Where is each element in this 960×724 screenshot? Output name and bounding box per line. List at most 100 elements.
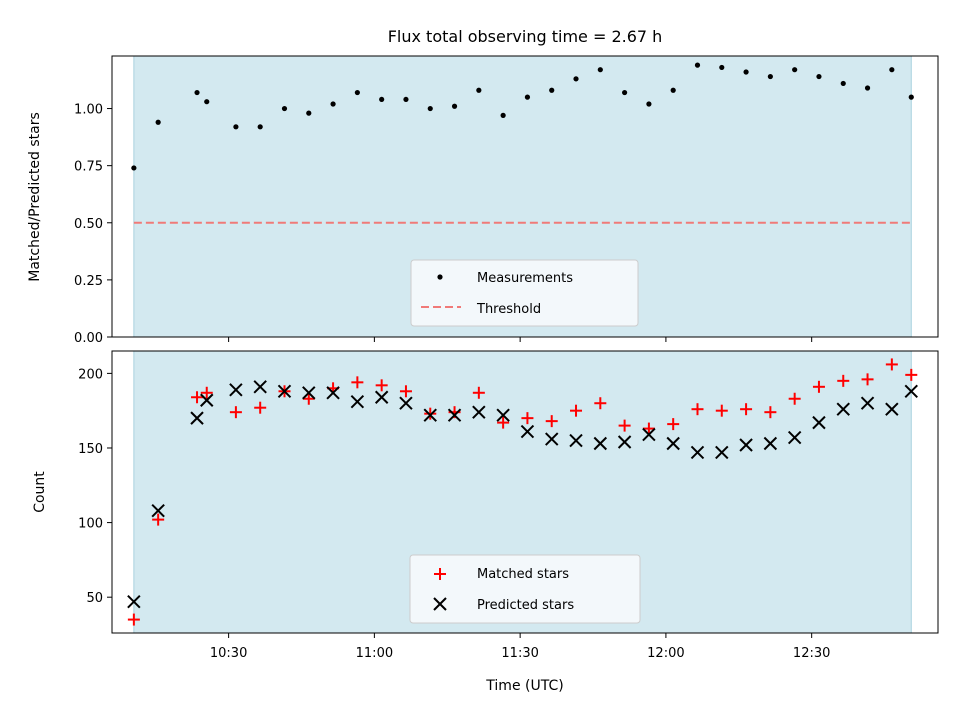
bottom-x-ticks: 10:30 11:00 11:30 12:00 12:30 <box>210 633 830 661</box>
predicted-stars-point <box>593 436 608 451</box>
predicted-stars-point <box>472 405 486 419</box>
measurement-point <box>476 87 482 93</box>
measurement-point <box>743 69 749 75</box>
measurement-point <box>194 89 200 96</box>
matched-stars-point <box>191 391 204 404</box>
measurement-point <box>646 101 652 107</box>
legend-measurements-label: Measurements <box>477 271 573 286</box>
measurement-point <box>306 110 312 116</box>
measurement-point <box>573 76 579 82</box>
legend-predicted-marker <box>433 597 447 611</box>
measurement-point <box>864 85 871 91</box>
predicted-stars-point <box>812 415 826 430</box>
x-tick-label: 12:00 <box>647 646 684 661</box>
measurement-point <box>767 73 773 80</box>
predicted-stars-point <box>569 433 583 448</box>
measurement-point <box>500 112 506 118</box>
matched-stars-point <box>715 404 728 417</box>
measurement-point <box>233 124 239 130</box>
legend-matched-marker <box>434 568 446 580</box>
matched-stars-point <box>570 404 583 417</box>
predicted-stars-point <box>904 384 918 398</box>
predicted-stars-point <box>253 380 267 394</box>
predicted-stars-point <box>860 396 875 410</box>
measurement-point <box>524 94 531 100</box>
measurement-point <box>889 67 895 73</box>
predicted-stars-point <box>447 408 462 422</box>
matched-stars-point <box>764 406 777 419</box>
top-legend-box <box>410 259 639 327</box>
matched-stars-point <box>594 397 607 410</box>
y-tick-label: 0.50 <box>74 217 103 232</box>
matched-stars-point <box>788 392 801 405</box>
matched-stars-point <box>200 386 213 399</box>
y-tick-label: 150 <box>78 442 103 457</box>
matched-stars-point <box>545 415 558 428</box>
predicted-stars-point <box>277 384 292 398</box>
predicted-stars-point <box>190 411 204 425</box>
measurement-point <box>403 96 409 103</box>
predicted-stars-point <box>787 430 802 445</box>
measurement-point <box>451 103 458 109</box>
top-y-axis-label: Matched/Predicted stars <box>27 112 43 282</box>
y-tick-label: 200 <box>78 367 103 382</box>
matched-stars-point <box>351 376 364 389</box>
predicted-stars-point <box>350 395 365 409</box>
measurement-point <box>719 64 725 71</box>
measurement-point <box>354 89 360 96</box>
measurement-point <box>792 67 798 73</box>
bottom-panel: 50 100 150 200 10:30 11:00 11:30 12:00 12:30 Co… <box>32 350 939 694</box>
matched-stars-point <box>302 392 315 405</box>
y-tick-label: 0.75 <box>74 160 103 175</box>
predicted-stars-point <box>642 427 656 442</box>
matched-stars-point <box>127 613 140 626</box>
matched-stars-point <box>667 418 680 431</box>
measurement-point <box>281 105 288 112</box>
measurement-point <box>840 80 846 87</box>
measurement-point <box>908 94 914 100</box>
predicted-stars-point <box>617 435 632 449</box>
matched-stars-point <box>229 406 242 419</box>
legend-measurements-marker <box>437 274 443 280</box>
predicted-stars-point <box>496 408 510 422</box>
chart-title: Flux total observing time = 2.67 h <box>388 27 663 46</box>
predicted-stars-point <box>302 386 316 400</box>
measurement-point <box>816 73 822 80</box>
predicted-stars-point <box>545 432 559 446</box>
predicted-stars-point <box>229 383 243 397</box>
star-count-points <box>127 358 918 626</box>
matched-stars-point <box>375 379 388 392</box>
bottom-legend: Matched stars Predicted stars <box>409 554 641 624</box>
predicted-stars-point <box>739 438 753 452</box>
predicted-stars-point <box>666 436 680 451</box>
measurement-point <box>622 89 628 96</box>
x-tick-label: 11:30 <box>501 646 538 661</box>
predicted-stars-point <box>374 390 389 404</box>
matched-stars-point <box>885 358 898 371</box>
matched-stars-point <box>254 401 267 414</box>
measurement-point <box>131 165 137 171</box>
bottom-y-ticks: 50 100 150 200 <box>78 367 112 606</box>
matched-stars-point <box>837 374 850 387</box>
matched-stars-point <box>152 513 165 526</box>
predicted-stars-point <box>520 424 535 439</box>
top-axes-frame <box>111 55 939 338</box>
matched-stars-point <box>812 380 825 393</box>
legend-predicted-label: Predicted stars <box>477 598 574 613</box>
bottom-axes-frame <box>111 350 939 634</box>
measurement-point <box>427 105 433 112</box>
y-tick-label: 100 <box>78 517 103 532</box>
matched-stars-point <box>424 407 437 420</box>
x-tick-label: 12:30 <box>793 646 830 661</box>
matched-stars-point <box>521 412 534 425</box>
y-tick-label: 0.25 <box>74 274 103 289</box>
predicted-stars-point <box>836 402 850 416</box>
measurement-point <box>257 124 263 130</box>
measurement-point <box>694 62 701 68</box>
predicted-stars-point <box>326 386 340 400</box>
top-legend: Measurements Threshold <box>410 259 639 327</box>
matched-stars-point <box>861 373 874 386</box>
matched-stars-point <box>399 385 412 398</box>
y-tick-label: 0.00 <box>74 331 103 346</box>
